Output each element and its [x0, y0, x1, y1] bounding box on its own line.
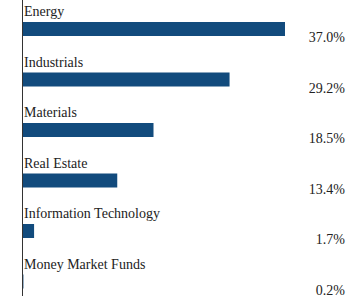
category-label: Money Market Funds: [24, 257, 145, 272]
data-labels: 37.0% 29.2% 18.5% 13.4% 1.7% 0.2%: [309, 30, 346, 296]
data-label: 37.0%: [309, 30, 346, 45]
category-labels: Energy Industrials Materials Real Estate Inf…: [24, 4, 160, 272]
data-label: 13.4%: [309, 182, 346, 197]
bar: [22, 123, 154, 137]
axis-line: [22, 0, 23, 296]
bar: [22, 22, 285, 36]
category-label: Materials: [24, 105, 77, 120]
bar: [22, 224, 34, 238]
category-label: Industrials: [24, 55, 83, 70]
category-label: Real Estate: [24, 156, 87, 171]
data-label: 29.2%: [309, 81, 346, 96]
data-label: 18.5%: [309, 131, 346, 146]
chart: Energy Industrials Materials Real Estate Inf…: [0, 0, 360, 296]
category-label: Energy: [24, 4, 64, 19]
bar: [22, 174, 117, 188]
bar: [22, 73, 230, 87]
data-label: 0.2%: [316, 283, 346, 296]
bars: [22, 22, 285, 289]
category-label: Information Technology: [24, 206, 160, 221]
data-label: 1.7%: [316, 232, 346, 247]
